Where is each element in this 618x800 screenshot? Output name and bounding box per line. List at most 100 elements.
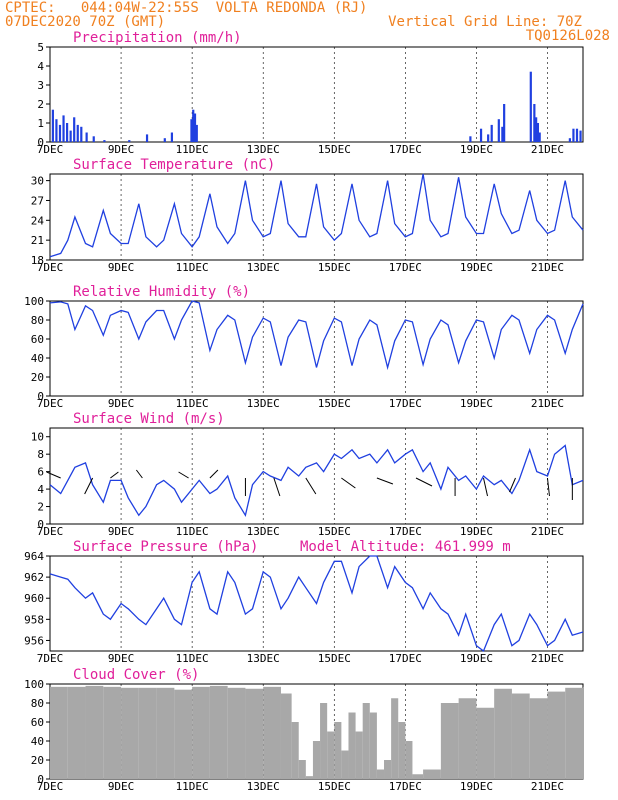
x-tick-label: 13DEC: [247, 143, 280, 156]
panel-frame: [49, 300, 584, 397]
data-bar: [547, 691, 566, 779]
x-tick-label: 17DEC: [389, 525, 422, 538]
data-bar: [103, 140, 106, 142]
series-line: [49, 173, 584, 258]
y-tick-label: 3: [37, 79, 44, 92]
data-bar: [536, 123, 540, 142]
data-bar: [579, 130, 582, 142]
wind-arrow: [273, 477, 281, 497]
y-tick-label: 2: [37, 501, 44, 514]
wind-arrow: [135, 469, 143, 479]
series-line: [49, 555, 584, 653]
data-bar: [341, 750, 349, 779]
data-bar: [327, 731, 335, 779]
header-grid-line: Vertical Grid Line: 70Z: [388, 14, 582, 30]
data-bar: [479, 128, 483, 142]
data-bar: [170, 132, 174, 142]
x-tick-label: 7DEC: [37, 143, 64, 156]
x-tick-label: 15DEC: [318, 143, 351, 156]
x-tick-label: 9DEC: [108, 525, 135, 538]
data-bar: [92, 136, 95, 142]
x-tick-label: 7DEC: [37, 780, 64, 793]
y-tick-label: 1: [37, 117, 44, 130]
data-bar: [192, 109, 195, 142]
y-tick-label: 21: [31, 234, 44, 247]
y-tick-label: 20: [31, 371, 44, 384]
series-line: [49, 444, 584, 518]
x-tick-label: 17DEC: [389, 143, 422, 156]
x-tick-label: 17DEC: [389, 780, 422, 793]
data-bar: [412, 774, 424, 779]
data-bar: [405, 741, 413, 779]
x-tick-label: 11DEC: [176, 261, 209, 274]
x-tick-label: 7DEC: [37, 525, 64, 538]
x-tick-label: 13DEC: [247, 261, 280, 274]
wind-arrow: [46, 471, 61, 479]
y-tick-label: 80: [31, 314, 44, 327]
x-tick-label: 9DEC: [108, 397, 135, 410]
wind-arrow: [483, 477, 488, 497]
y-tick-label: 962: [24, 571, 44, 584]
x-tick-label: 15DEC: [318, 397, 351, 410]
y-tick-label: 100: [24, 295, 44, 308]
x-tick-label: 13DEC: [247, 525, 280, 538]
y-tick-label: 40: [31, 352, 44, 365]
data-bar: [209, 685, 228, 779]
data-bar: [65, 123, 69, 142]
y-tick-label: 956: [24, 634, 44, 647]
data-bar: [156, 687, 175, 779]
x-tick-label: 9DEC: [108, 780, 135, 793]
wind-arrow: [84, 477, 94, 495]
x-tick-label: 13DEC: [247, 652, 280, 665]
data-bar: [423, 769, 441, 779]
data-bar: [58, 124, 62, 142]
data-bar: [503, 104, 506, 142]
y-tick-label: 0: [37, 773, 44, 786]
data-bar: [497, 119, 500, 142]
data-bar: [469, 136, 472, 142]
data-bar: [535, 117, 538, 142]
data-bar: [69, 130, 72, 142]
data-bar: [490, 124, 493, 142]
data-bar: [565, 687, 583, 779]
x-tick-label: 7DEC: [37, 652, 64, 665]
data-bar: [67, 686, 86, 779]
y-tick-label: 60: [31, 333, 44, 346]
data-bar: [312, 741, 321, 779]
y-tick-label: 27: [31, 194, 44, 207]
y-tick-label: 0: [37, 518, 44, 531]
y-tick-label: 4: [37, 60, 44, 73]
x-tick-label: 13DEC: [247, 780, 280, 793]
x-tick-label: 11DEC: [176, 652, 209, 665]
y-tick-label: 80: [31, 697, 44, 710]
wind-arrow: [376, 477, 394, 485]
panel-title: Surface Wind (m/s): [73, 411, 225, 427]
data-bar: [291, 722, 299, 779]
data-bar: [348, 712, 356, 779]
x-tick-label: 11DEC: [176, 780, 209, 793]
x-tick-label: 21DEC: [531, 525, 564, 538]
x-tick-label: 15DEC: [318, 652, 351, 665]
data-bar: [85, 685, 104, 779]
panel-frame: [49, 173, 584, 261]
data-bar: [76, 124, 79, 142]
data-bar: [305, 776, 313, 779]
y-tick-label: 2: [37, 98, 44, 111]
header-model-code: TQ0126L028: [525, 28, 610, 44]
y-tick-label: 4: [37, 483, 44, 496]
x-tick-label: 19DEC: [460, 525, 493, 538]
data-bar: [487, 134, 490, 142]
wind-arrow: [110, 471, 119, 479]
data-bar: [85, 132, 88, 142]
wind-arrow: [341, 477, 356, 489]
panel-frame: [49, 427, 584, 525]
y-tick-label: 24: [31, 214, 45, 227]
y-tick-label: 964: [24, 550, 44, 563]
y-tick-label: 0: [37, 390, 44, 403]
x-tick-label: 17DEC: [389, 652, 422, 665]
y-tick-label: 100: [24, 678, 44, 691]
data-bar: [334, 722, 342, 779]
y-tick-label: 960: [24, 592, 44, 605]
x-tick-label: 21DEC: [531, 397, 564, 410]
data-bar: [298, 760, 306, 779]
